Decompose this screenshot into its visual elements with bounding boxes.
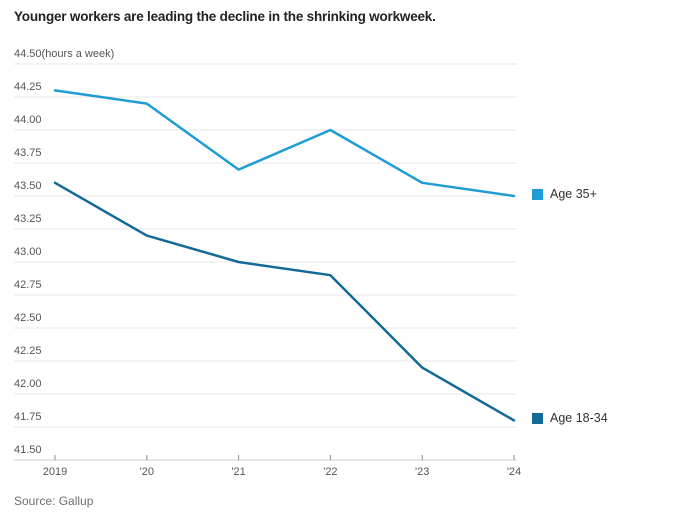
y-axis-tick-label: 41.50 (14, 444, 42, 456)
y-axis-tick-label: 44.00 (14, 114, 42, 126)
x-axis-tick-label: 2019 (42, 466, 68, 478)
y-axis-tick-label: 41.75 (14, 411, 42, 423)
y-axis-tick-label: 44.25 (14, 81, 42, 93)
series-line-age-18-34 (53, 181, 516, 422)
legend-swatch-icon (532, 412, 543, 424)
x-axis-tick-label: '21 (231, 466, 246, 478)
y-axis-tick-label: 42.75 (14, 279, 42, 291)
y-axis-tick-label: 42.50 (14, 312, 42, 324)
legend-label: Age 35+ (550, 187, 597, 201)
y-axis-tick-label: 43.75 (14, 147, 42, 159)
x-axis-tick-label: '23 (415, 466, 430, 478)
x-axis-tick-label: '24 (506, 466, 522, 478)
legend-item: Age 35+ (532, 187, 597, 201)
y-axis-tick-label: 43.50 (14, 180, 42, 192)
source-note: Source: Gallup (14, 494, 94, 508)
y-axis-tick-label: 42.25 (14, 345, 42, 357)
legend-item: Age 18-34 (532, 411, 608, 425)
y-axis-tick-label: 43.25 (14, 213, 42, 225)
chart-title: Younger workers are leading the decline … (14, 9, 436, 24)
series-line-age-35- (53, 89, 516, 198)
legend-label: Age 18-34 (550, 411, 608, 426)
x-axis-tick-label: '20 (139, 466, 154, 478)
y-axis-tick-label: 43.00 (14, 246, 42, 258)
legend-swatch-icon (532, 188, 543, 200)
y-axis-tick-label: 42.00 (14, 378, 42, 390)
y-axis-tick-label: 44.50(hours a week) (14, 48, 115, 60)
x-axis-tick-label: '22 (323, 466, 338, 478)
